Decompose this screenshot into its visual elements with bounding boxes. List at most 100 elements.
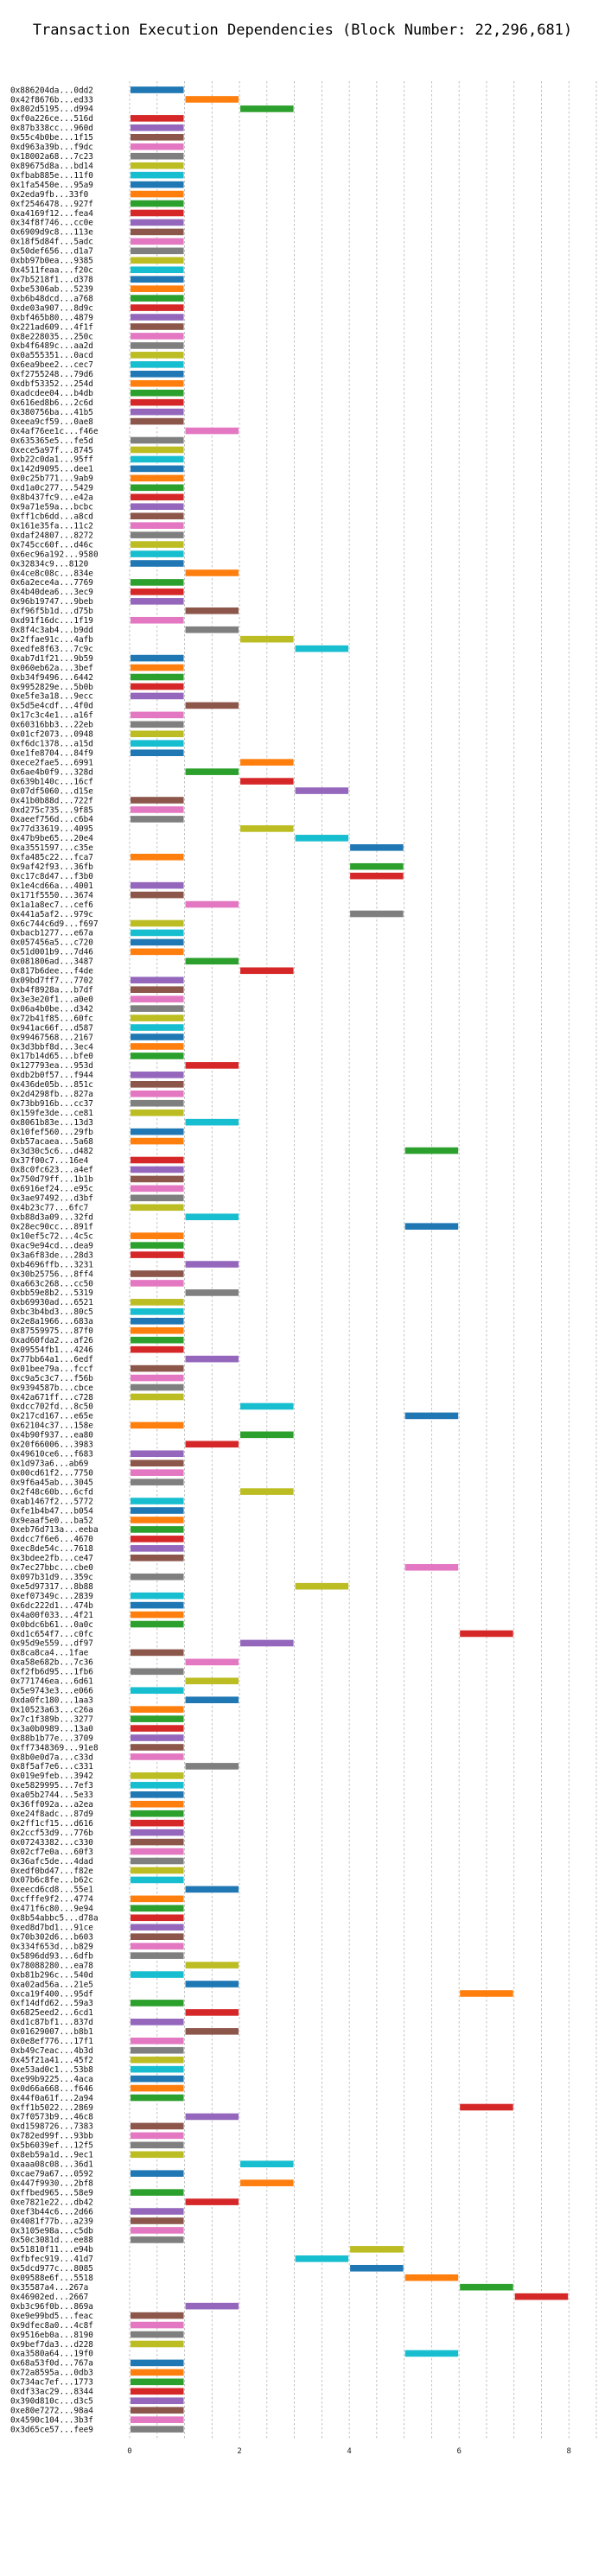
- tx-hash-label: 0x4af76ee1c...f46e: [10, 427, 99, 436]
- tx-bar: [350, 862, 404, 870]
- tx-hash-label: 0x447f9930...2bf8: [10, 2178, 93, 2188]
- tx-hash-label: 0x3bdee2fb...ce47: [10, 1554, 93, 1563]
- tx-bar: [131, 2046, 184, 2054]
- tx-hash-label: 0x471f6c80...9e94: [10, 1905, 93, 1914]
- tx-bar: [131, 2170, 184, 2177]
- tx-bar: [131, 2084, 184, 2092]
- tx-hash-label: 0x3a6f83de...28d3: [10, 1250, 93, 1260]
- tx-hash-label: 0x10523a63...c26a: [10, 1705, 93, 1714]
- tx-bar: [131, 1952, 184, 1959]
- tx-hash-label: 0xa4169f12...fea4: [10, 209, 93, 219]
- tx-bar: [131, 2122, 184, 2130]
- tx-hash-label: 0x09554fb1...4246: [10, 1345, 93, 1355]
- tx-hash-label: 0x750d79ff...1b1b: [10, 1175, 93, 1185]
- tx-bar: [131, 1072, 184, 1078]
- tx-bar: [185, 607, 239, 614]
- tx-hash-label: 0xece5a97f...8745: [10, 446, 93, 455]
- tx-hash-label: 0xdbf53352...254d: [10, 379, 93, 389]
- tx-hash-label: 0xf2fb6d95...1fb6: [10, 1668, 93, 1677]
- tx-hash-label: 0x436de05b...851c: [10, 1080, 93, 1090]
- tx-hash-label: 0x171f5550...3674: [10, 891, 93, 900]
- tx-hash-label: 0xaeef756d...c6b4: [10, 815, 93, 824]
- tx-bar: [185, 957, 239, 965]
- tx-hash-label: 0x2d4298fb...827a: [10, 1090, 93, 1099]
- tx-bar: [185, 1118, 239, 1126]
- tx-hash-label: 0x30b25756...8ff4: [10, 1269, 93, 1279]
- tx-hash-label: 0xadcdee04...b4db: [10, 389, 93, 398]
- tx-bar: [131, 285, 184, 292]
- tx-bar: [240, 825, 294, 832]
- tx-hash-label: 0xb4f6489c...aa2d: [10, 341, 93, 351]
- tx-hash-label: 0x7f0573b9...46c8: [10, 2113, 93, 2122]
- tx-bar: [131, 2019, 184, 2026]
- tx-bar: [131, 1810, 184, 1817]
- tx-hash-label: 0x47b9be65...20e4: [10, 834, 93, 843]
- tx-hash-label: 0xab1467f2...5772: [10, 1497, 93, 1506]
- tx-bar: [131, 730, 184, 738]
- tx-bar: [131, 143, 184, 150]
- tx-bar: [185, 768, 239, 775]
- tx-hash-label: 0x441a5af2...979c: [10, 910, 93, 919]
- tx-bar: [295, 1582, 349, 1590]
- tx-bar: [131, 664, 184, 671]
- tx-bar: [131, 2331, 184, 2338]
- tx-bar: [185, 1213, 239, 1221]
- tx-bar: [131, 304, 184, 311]
- tx-bar: [131, 1005, 184, 1012]
- tx-hash-label: 0xb57acaea...5a68: [10, 1137, 93, 1147]
- tx-hash-label: 0x7b5218f1...d378: [10, 276, 93, 285]
- tx-hash-label: 0x72a8595a...0db3: [10, 2369, 93, 2378]
- tx-hash-label: 0x4590c104...3b3f: [10, 2415, 93, 2425]
- tx-bar: [131, 512, 184, 519]
- tx-hash-label: 0x635365e5...fe5d: [10, 436, 93, 446]
- tx-hash-label: 0x10fef560...29fb: [10, 1128, 93, 1137]
- tx-hash-label: 0xad60fda2...af26: [10, 1336, 93, 1345]
- tx-hash-label: 0xef07349c...2839: [10, 1592, 93, 1601]
- tx-bar: [131, 2227, 184, 2234]
- tx-hash-label: 0x36afc5de...4dad: [10, 1857, 93, 1867]
- tx-bar: [131, 588, 184, 595]
- tx-hash-label: 0xa02ad56a...21e5: [10, 1980, 93, 1989]
- x-tick-label: 4: [347, 2447, 351, 2456]
- tx-hash-label: 0x77d33619...4095: [10, 824, 93, 834]
- tx-bar: [131, 2037, 184, 2045]
- tx-hash-label: 0xb34f9496...6442: [10, 673, 93, 683]
- tx-hash-label: 0x734ac7ef...1773: [10, 2378, 93, 2388]
- tx-bar: [131, 938, 184, 946]
- tx-hash-label: 0xb22c0da1...95ff: [10, 455, 93, 465]
- tx-bar: [131, 1715, 184, 1722]
- tx-hash-label: 0x817b6dee...f4de: [10, 967, 93, 976]
- tx-bar: [295, 835, 349, 842]
- tx-hash-label: 0x87b338cc...960d: [10, 124, 93, 133]
- tx-hash-label: 0xe99b9225...4aca: [10, 2075, 93, 2084]
- tx-hash-label: 0x34f8f746...cc0e: [10, 219, 93, 228]
- tx-hash-label: 0x1a1a8ec7...cef6: [10, 900, 93, 910]
- tx-hash-label: 0x18f5d84f...5adc: [10, 238, 93, 247]
- tx-hash-label: 0x2f48c60b...6cfd: [10, 1487, 93, 1497]
- tx-hash-label: 0x17b14d65...bfe0: [10, 1052, 93, 1061]
- tx-hash-label: 0xb49c7eac...4b3d: [10, 2046, 93, 2056]
- tx-hash-label: 0x5d5e4cdf...4f0d: [10, 702, 93, 711]
- tx-hash-label: 0xa05b2744...5e33: [10, 1790, 93, 1800]
- tx-bar: [131, 342, 184, 349]
- tx-bar: [131, 2189, 184, 2196]
- tx-bar: [131, 1109, 184, 1116]
- tx-bar: [131, 333, 184, 340]
- tx-bar: [240, 1402, 294, 1410]
- tx-hash-label: 0xdcc7f6e6...4670: [10, 1535, 93, 1544]
- tx-bar: [131, 1924, 184, 1931]
- tx-hash-label: 0xffbed965...58e9: [10, 2188, 93, 2198]
- tx-bar: [131, 560, 184, 567]
- tx-bar: [295, 787, 349, 794]
- tx-bar: [131, 797, 184, 804]
- tx-hash-label: 0x62104c37...158e: [10, 1422, 93, 1431]
- tx-hash-label: 0x1e4cd66a...4001: [10, 881, 93, 891]
- tx-bar: [131, 1090, 184, 1097]
- tx-hash-label: 0xe1fe8704...84f9: [10, 749, 93, 759]
- tx-hash-label: 0x36ff092a...a2ea: [10, 1800, 93, 1810]
- tx-hash-label: 0x9516eb0a...8190: [10, 2331, 93, 2340]
- tx-hash-label: 0x3e3e20f1...a0e0: [10, 995, 93, 1004]
- tx-hash-label: 0xdb2b0f57...f944: [10, 1071, 93, 1080]
- tx-hash-label: 0xf0a226ce...516d: [10, 114, 93, 124]
- tx-hash-label: 0xb4f8928a...b7df: [10, 986, 93, 995]
